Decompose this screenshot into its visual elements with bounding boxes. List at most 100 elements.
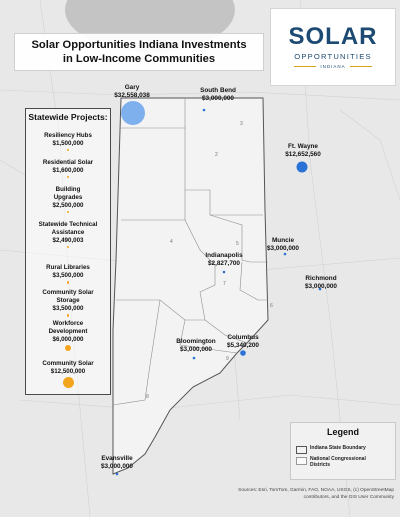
project-dot	[62, 377, 74, 388]
city-amount: $3,000,000	[305, 283, 337, 290]
map-title: Solar Opportunities Indiana Investments …	[14, 33, 264, 71]
city-amount: $3,000,000	[101, 463, 133, 470]
logo-rule: INDIANA	[294, 64, 372, 69]
project-amount: $3,500,000	[52, 272, 84, 279]
city-amount: $5,340,200	[227, 342, 259, 349]
city-label-evansville: Evansville $3,000,000	[101, 455, 133, 471]
legend-swatch-district	[296, 457, 307, 465]
district-number: 2	[215, 152, 218, 158]
district-boundary	[239, 261, 268, 301]
legend-swatch-state	[296, 446, 307, 454]
city-name: South Bend	[200, 87, 236, 94]
project-resiliency-hubs: Resiliency Hubs $1,500,000	[26, 132, 110, 151]
map-legend: Legend Indiana State Boundary National C…	[290, 422, 396, 480]
project-name: Community Solar	[42, 360, 94, 367]
city-marker-bloomington	[192, 356, 196, 360]
city-amount: $32,558,038	[114, 92, 150, 99]
city-marker-columbus	[240, 350, 246, 356]
district-boundary	[112, 299, 161, 406]
city-marker-south-bend	[202, 108, 206, 112]
district-boundary	[116, 299, 205, 321]
project-amount: $1,600,000	[52, 167, 84, 174]
city-name: Gary	[124, 84, 140, 91]
statewide-projects-panel: Statewide Projects: Resiliency Hubs $1,5…	[25, 108, 111, 395]
district-boundary	[184, 128, 263, 216]
city-label-muncie: Muncie $3,000,000	[267, 237, 299, 253]
project-amount: $6,000,000	[52, 336, 84, 343]
district-number: 8	[146, 394, 149, 400]
city-label-columbus: Columbus $5,340,200	[227, 334, 259, 350]
city-marker-gary	[121, 101, 145, 125]
map-title-line2: in Low-Income Communities	[62, 53, 216, 65]
project-name: Workforce Development	[48, 320, 88, 335]
project-dot	[67, 246, 69, 248]
city-amount: $2,827,700	[207, 260, 240, 267]
city-name: Bloomington	[176, 338, 216, 345]
congressional-districts	[112, 98, 268, 406]
city-label-gary: Gary $32,558,038	[114, 84, 150, 100]
project-building-upgrades: Building Upgrades $2,500,000	[26, 186, 110, 213]
map-title-line1: Solar Opportunities Indiana Investments	[31, 39, 247, 51]
project-dot	[66, 314, 70, 317]
city-label-south-bend: South Bend $3,000,000	[200, 87, 236, 103]
project-community-solar: Community Solar $12,500,000	[26, 360, 110, 388]
district-boundary	[179, 319, 238, 354]
district-number: 6	[270, 303, 273, 309]
city-marker-muncie	[283, 252, 287, 256]
legend-item-congressional-districts: National Congressional Districts	[296, 456, 386, 468]
logo-wordmark-opportunities: OPPORTUNITIES	[294, 52, 372, 61]
city-amount: $12,652,560	[285, 151, 321, 158]
project-dot	[65, 345, 71, 351]
city-label-indianapolis: Indianapolis $2,827,700	[205, 252, 242, 268]
project-name: Community Solar Storage	[42, 289, 94, 304]
indiana-state-boundary	[112, 97, 269, 475]
project-dot	[67, 176, 69, 178]
city-label-bloomington: Bloomington $3,000,000	[176, 338, 215, 354]
logo-wordmark-solar: SOLAR	[288, 23, 378, 50]
legend-title: Legend	[326, 427, 359, 437]
statewide-projects-title: Statewide Projects:	[28, 112, 108, 122]
city-name: Ft. Wayne	[288, 143, 318, 150]
city-markers	[115, 101, 322, 476]
district-number: 3	[240, 121, 243, 127]
legend-label: Indiana State Boundary	[310, 445, 366, 451]
project-community-solar-storage: Community Solar Storage $3,500,000	[26, 289, 110, 317]
project-amount: $12,500,000	[50, 368, 86, 375]
project-dot	[66, 281, 70, 284]
city-marker-ft-wayne	[296, 161, 308, 173]
city-amount: $3,000,000	[201, 95, 234, 102]
logo-wordmark-indiana: INDIANA	[320, 64, 346, 69]
district-boundary	[209, 214, 268, 263]
city-marker-indianapolis	[222, 270, 226, 274]
project-dot	[67, 211, 69, 213]
city-label-richmond: Richmond $3,000,000	[305, 275, 337, 291]
project-amount: $3,500,000	[52, 305, 84, 312]
project-statewide-technical-assistance: Statewide Technical Assistance $2,490,00…	[26, 221, 110, 248]
city-name: Indianapolis	[205, 252, 243, 259]
project-name: Residential Solar	[42, 159, 94, 166]
city-label-ft-wayne: Ft. Wayne $12,652,560	[285, 143, 321, 159]
project-name: Rural Libraries	[46, 264, 90, 271]
district-number: 4	[170, 239, 173, 245]
city-name: Columbus	[227, 334, 259, 341]
logo-rule-right	[349, 66, 372, 67]
legend-label: National Congressional Districts	[310, 456, 366, 468]
project-dot	[67, 149, 69, 151]
city-name: Evansville	[101, 455, 133, 462]
city-amount: $3,000,000	[267, 245, 299, 252]
project-amount: $1,500,000	[52, 140, 84, 147]
city-name: Muncie	[271, 237, 294, 244]
city-marker-richmond	[318, 287, 322, 291]
project-name: Resiliency Hubs	[44, 132, 92, 139]
city-name: Richmond	[305, 275, 337, 282]
project-residential-solar: Residential Solar $1,600,000	[26, 159, 110, 178]
legend-item-state-boundary: Indiana State Boundary	[296, 445, 366, 454]
project-amount: $2,500,000	[52, 202, 84, 209]
solar-opportunities-logo: SOLAR OPPORTUNITIES INDIANA	[270, 8, 396, 86]
project-name: Statewide Technical Assistance	[38, 221, 98, 236]
project-workforce-development: Workforce Development $6,000,000	[26, 320, 110, 351]
project-rural-libraries: Rural Libraries $3,500,000	[26, 264, 110, 284]
project-name: Building Upgrades	[53, 186, 83, 201]
district-number: 5	[236, 241, 239, 247]
